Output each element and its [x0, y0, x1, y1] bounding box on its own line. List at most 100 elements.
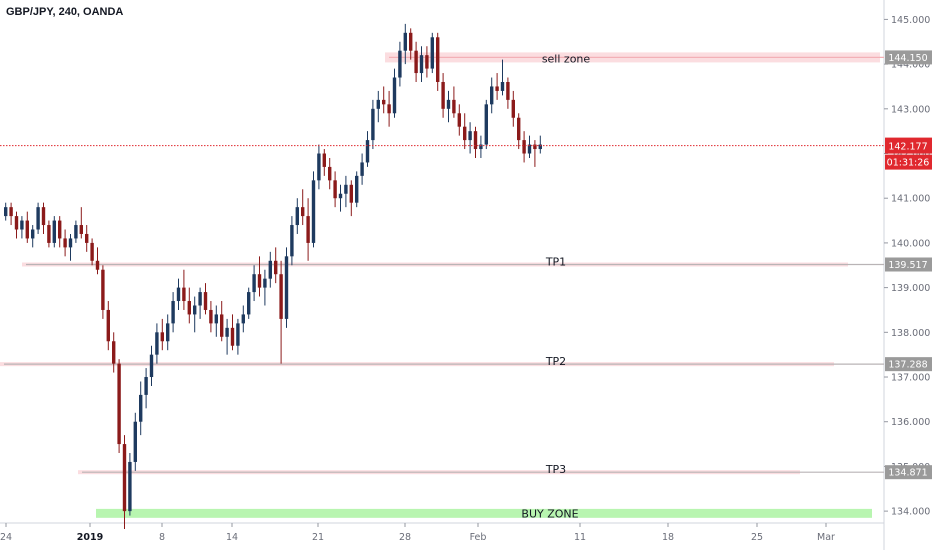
- candle-body: [409, 32, 413, 51]
- candle-body: [533, 144, 537, 150]
- x-tick-label: 14: [226, 532, 238, 543]
- candle-body: [79, 225, 83, 234]
- candle-body: [468, 131, 472, 141]
- candle-body: [155, 332, 159, 355]
- candle-body: [333, 180, 337, 199]
- candle-body: [230, 327, 235, 346]
- candle-body: [90, 242, 94, 261]
- candle-body: [463, 126, 467, 141]
- candle-body: [58, 220, 62, 239]
- x-tick-label: 24: [0, 532, 12, 543]
- y-tick-label: 139.000: [891, 283, 930, 294]
- candle-body: [479, 144, 483, 150]
- buy-zone-band: [96, 508, 872, 518]
- candle-body: [85, 233, 89, 243]
- candle-body: [446, 99, 451, 109]
- candle-body: [284, 256, 289, 319]
- x-tick-label: 28: [399, 532, 411, 543]
- candle-body: [214, 314, 218, 324]
- candle-body: [387, 104, 391, 114]
- y-tick-label: 136.000: [891, 417, 930, 428]
- candle-body: [257, 274, 262, 288]
- candle-body: [128, 461, 132, 512]
- level-label-sell-zone: sell zone: [542, 52, 591, 65]
- current-price-text: 142.177: [888, 142, 927, 153]
- candle-body: [506, 81, 510, 100]
- candle-body: [149, 354, 154, 378]
- candle-body: [95, 260, 100, 270]
- level-label-tp3: TP3: [545, 463, 566, 476]
- candle-body: [382, 99, 386, 105]
- y-tick-label: 142.000: [891, 149, 930, 160]
- candle-body: [236, 323, 240, 346]
- candle-body: [511, 99, 515, 118]
- candle-body: [203, 292, 208, 310]
- x-tick-label: Mar: [817, 532, 835, 543]
- candle-body: [398, 50, 402, 78]
- candle-body: [160, 332, 164, 342]
- level-price-text-tp3: 134.871: [888, 468, 927, 479]
- candle-body: [74, 225, 78, 239]
- candle-body: [20, 220, 24, 230]
- candle-body: [139, 394, 143, 422]
- candle-body: [252, 274, 256, 293]
- level-price-tag-tp2: [885, 357, 932, 372]
- candle-body: [522, 140, 526, 154]
- candle-body: [490, 86, 494, 105]
- candle-body: [317, 153, 321, 181]
- candle-body: [36, 207, 40, 230]
- countdown-text: 01:31:26: [887, 158, 930, 169]
- candle-body: [392, 77, 397, 114]
- candle-body: [68, 238, 73, 248]
- candle-body: [430, 37, 434, 69]
- candle-body: [193, 305, 197, 315]
- candle-body: [9, 207, 13, 217]
- candle-body: [527, 144, 532, 154]
- candle-body: [457, 113, 461, 127]
- candle-body: [452, 99, 456, 114]
- y-tick-label: 138.000: [891, 328, 930, 339]
- x-tick-label: Feb: [470, 532, 487, 543]
- y-tick-label: 134.000: [891, 507, 930, 518]
- x-tick-label: 21: [312, 532, 324, 543]
- candle-body: [101, 269, 105, 310]
- candle-body: [263, 278, 267, 288]
- candle-body: [495, 86, 499, 91]
- x-tick-label: 11: [574, 532, 586, 543]
- x-tick-label: 2019: [77, 532, 103, 543]
- candle-body: [360, 162, 364, 176]
- candle-body: [187, 301, 191, 315]
- candle-body: [106, 309, 110, 342]
- candle-body: [241, 314, 245, 324]
- level-price-tag-tp3: [885, 465, 932, 480]
- candle-body: [344, 184, 348, 194]
- candle-body: [274, 260, 278, 275]
- candle-body: [133, 421, 137, 462]
- candle-body: [176, 287, 181, 302]
- y-tick-label: 141.000: [891, 194, 930, 205]
- candle-body: [311, 180, 316, 243]
- candle-body: [517, 117, 521, 141]
- candle-body: [220, 314, 224, 337]
- candle-body: [198, 292, 202, 306]
- candle-body: [14, 216, 19, 230]
- candle-body: [301, 207, 305, 217]
- candle-body: [4, 207, 8, 217]
- candle-body: [328, 166, 332, 181]
- candle-body: [338, 193, 343, 199]
- level-price-tag-sell-zone: [885, 50, 932, 65]
- candle-body: [47, 225, 51, 243]
- candle-body: [171, 301, 175, 324]
- level-label-tp1: TP1: [545, 256, 566, 269]
- candle-body: [376, 99, 380, 109]
- y-tick-label: 144.000: [891, 60, 930, 71]
- current-price-tag: [885, 137, 932, 154]
- candle-body: [144, 377, 148, 395]
- candle-body: [52, 220, 56, 243]
- candle-body: [425, 55, 429, 69]
- candle-body: [538, 144, 542, 150]
- candle-body: [436, 37, 440, 82]
- candle-body: [306, 216, 310, 243]
- candle-body: [117, 363, 121, 445]
